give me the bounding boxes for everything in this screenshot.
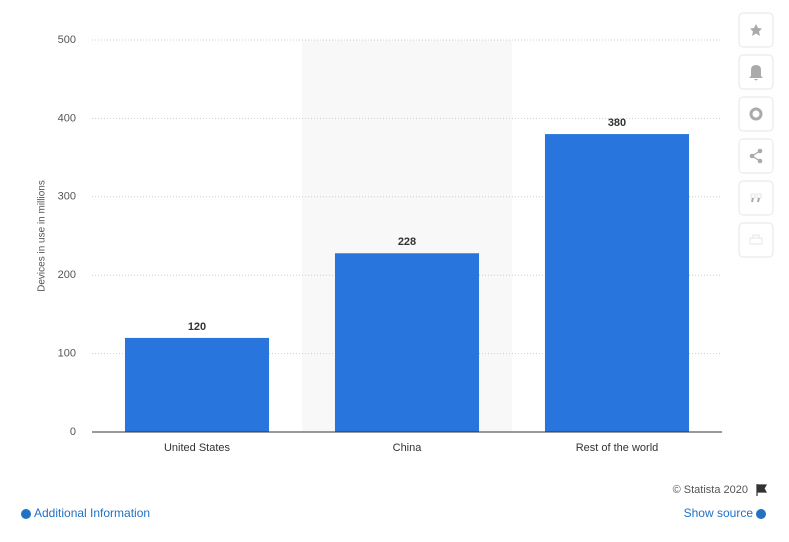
flag-icon bbox=[756, 484, 768, 496]
info-icon[interactable] bbox=[21, 509, 31, 519]
y-tick-label: 400 bbox=[58, 112, 76, 124]
x-tick-label: Rest of the world bbox=[576, 442, 659, 454]
additional-information-link[interactable]: Additional Information bbox=[34, 506, 150, 520]
source-icon[interactable] bbox=[756, 509, 766, 519]
y-tick-label: 0 bbox=[70, 426, 76, 438]
share-button[interactable] bbox=[738, 138, 774, 174]
plot: 0 100 200 300 400 500 United States 120 China 228… bbox=[58, 34, 722, 454]
y-tick-label: 100 bbox=[58, 348, 76, 360]
x-tick-label: United States bbox=[164, 442, 231, 454]
cite-button[interactable] bbox=[738, 180, 774, 216]
y-tick-label: 200 bbox=[58, 269, 76, 281]
y-axis-label: Devices in use in millions bbox=[37, 180, 48, 292]
data-label: 228 bbox=[398, 236, 416, 248]
y-tick-label: 500 bbox=[58, 34, 76, 46]
data-label: 380 bbox=[608, 117, 626, 129]
favorite-button[interactable] bbox=[738, 12, 774, 48]
data-label: 120 bbox=[188, 321, 206, 333]
print-button[interactable] bbox=[738, 222, 774, 258]
notification-button[interactable] bbox=[738, 54, 774, 90]
bar bbox=[124, 337, 270, 432]
bar bbox=[544, 134, 690, 432]
show-source-link[interactable]: Show source bbox=[684, 506, 754, 520]
x-tick-label: China bbox=[393, 442, 423, 454]
settings-button[interactable] bbox=[738, 96, 774, 132]
sidebar bbox=[738, 12, 774, 258]
copyright: © Statista 2020 bbox=[673, 484, 748, 496]
y-tick-label: 300 bbox=[58, 191, 76, 203]
bar bbox=[334, 253, 480, 432]
